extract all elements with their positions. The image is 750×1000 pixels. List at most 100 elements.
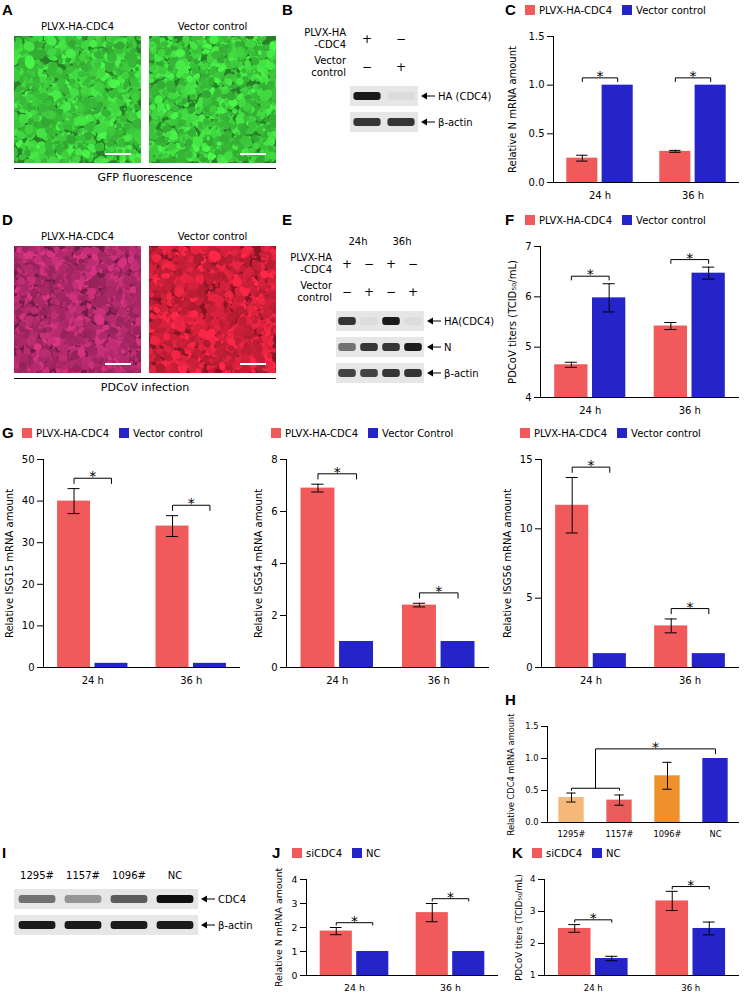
svg-text:24 h: 24 h bbox=[344, 982, 365, 993]
svg-text:1.5: 1.5 bbox=[525, 721, 538, 731]
svg-text:1.0: 1.0 bbox=[525, 753, 538, 763]
svg-text:0: 0 bbox=[28, 662, 34, 673]
svg-text:Relative ISG54 mRNA amount: Relative ISG54 mRNA amount bbox=[253, 489, 264, 638]
svg-text:+: + bbox=[364, 285, 374, 299]
svg-text:0: 0 bbox=[292, 970, 298, 981]
svg-text:4: 4 bbox=[530, 874, 535, 884]
svg-text:1.5: 1.5 bbox=[529, 31, 545, 42]
svg-text:Relative ISG56 mRNA amount: Relative ISG56 mRNA amount bbox=[502, 489, 513, 638]
svg-text:24 h: 24 h bbox=[580, 675, 602, 686]
svg-text:*: * bbox=[652, 739, 659, 755]
svg-text:control: control bbox=[311, 67, 346, 78]
svg-text:24 h: 24 h bbox=[82, 675, 104, 686]
svg-text:1157#: 1157# bbox=[606, 829, 634, 839]
svg-text:*: * bbox=[686, 250, 693, 266]
svg-text:−: − bbox=[396, 32, 406, 46]
svg-text:+: + bbox=[342, 257, 352, 271]
svg-text:-CDC4: -CDC4 bbox=[300, 264, 332, 275]
svg-text:5: 5 bbox=[526, 592, 532, 603]
svg-text:24 h: 24 h bbox=[584, 983, 603, 993]
svg-text:1295#: 1295# bbox=[558, 829, 586, 839]
svg-text:*: * bbox=[588, 457, 595, 473]
svg-text:0.5: 0.5 bbox=[525, 785, 538, 795]
svg-text:40: 40 bbox=[22, 495, 35, 506]
svg-text:+: + bbox=[396, 60, 406, 74]
svg-text:control: control bbox=[297, 292, 332, 303]
svg-text:*: * bbox=[590, 910, 597, 926]
svg-text:−: − bbox=[362, 60, 372, 74]
svg-text:50: 50 bbox=[22, 454, 35, 465]
svg-text:Relative N mRNA amount: Relative N mRNA amount bbox=[273, 868, 284, 988]
svg-text:1096#: 1096# bbox=[112, 870, 146, 881]
svg-text:15: 15 bbox=[520, 454, 533, 465]
svg-text:5: 5 bbox=[525, 341, 531, 352]
svg-text:β-actin: β-actin bbox=[218, 920, 253, 931]
svg-text:NC: NC bbox=[710, 829, 722, 839]
svg-text:10: 10 bbox=[22, 620, 35, 631]
svg-text:−: − bbox=[364, 257, 374, 271]
svg-text:4: 4 bbox=[271, 558, 277, 569]
svg-text:*: * bbox=[687, 877, 694, 893]
svg-text:3: 3 bbox=[292, 898, 298, 909]
svg-text:−: − bbox=[342, 285, 352, 299]
svg-text:36 h: 36 h bbox=[180, 675, 202, 686]
svg-text:PLVX-HA: PLVX-HA bbox=[290, 252, 332, 263]
svg-text:*: * bbox=[188, 495, 195, 511]
svg-text:*: * bbox=[597, 68, 604, 84]
svg-text:*: * bbox=[587, 266, 594, 282]
svg-text:0.0: 0.0 bbox=[525, 817, 538, 827]
svg-text:4: 4 bbox=[292, 874, 298, 885]
svg-text:+: + bbox=[408, 285, 418, 299]
svg-text:*: * bbox=[447, 889, 454, 905]
svg-text:3: 3 bbox=[530, 906, 535, 916]
svg-text:1.0: 1.0 bbox=[529, 79, 545, 90]
svg-text:CDC4: CDC4 bbox=[218, 894, 246, 905]
svg-text:0: 0 bbox=[271, 662, 277, 673]
svg-text:HA(CDC4): HA(CDC4) bbox=[444, 316, 494, 327]
svg-text:Relative CDC4 mRNA amount: Relative CDC4 mRNA amount bbox=[506, 713, 516, 836]
svg-text:24 h: 24 h bbox=[589, 190, 611, 201]
svg-text:+: + bbox=[386, 257, 396, 271]
svg-text:6: 6 bbox=[525, 291, 531, 302]
svg-text:6: 6 bbox=[271, 506, 277, 517]
svg-text:−: − bbox=[408, 257, 418, 271]
svg-text:36 h: 36 h bbox=[440, 982, 461, 993]
svg-text:2: 2 bbox=[530, 938, 535, 948]
svg-text:2: 2 bbox=[271, 610, 277, 621]
svg-text:0.5: 0.5 bbox=[529, 128, 545, 139]
svg-text:36h: 36h bbox=[392, 236, 411, 247]
svg-text:0.0: 0.0 bbox=[529, 177, 545, 188]
svg-text:*: * bbox=[334, 464, 341, 480]
svg-text:1096#: 1096# bbox=[654, 829, 682, 839]
svg-text:β-actin: β-actin bbox=[438, 117, 473, 128]
svg-text:Vector: Vector bbox=[300, 280, 333, 291]
svg-text:36 h: 36 h bbox=[679, 675, 701, 686]
svg-text:36 h: 36 h bbox=[428, 675, 450, 686]
svg-text:Relative N mRNA amount: Relative N mRNA amount bbox=[507, 46, 518, 173]
svg-text:1295#: 1295# bbox=[20, 870, 54, 881]
svg-text:*: * bbox=[690, 68, 697, 84]
svg-text:+: + bbox=[362, 32, 372, 46]
svg-text:*: * bbox=[687, 599, 694, 615]
svg-text:24 h: 24 h bbox=[579, 405, 601, 416]
svg-text:0: 0 bbox=[526, 662, 532, 673]
svg-text:N: N bbox=[444, 342, 451, 353]
svg-text:PDCoV titers (TCID₅₀/mL): PDCoV titers (TCID₅₀/mL) bbox=[507, 260, 518, 384]
svg-text:PLVX-HA: PLVX-HA bbox=[304, 27, 346, 38]
svg-text:2: 2 bbox=[292, 922, 298, 933]
svg-text:8: 8 bbox=[271, 454, 277, 465]
svg-text:NC: NC bbox=[168, 870, 182, 881]
svg-text:−: − bbox=[386, 285, 396, 299]
svg-text:PDCoV titers (TCID₅₀/mL): PDCoV titers (TCID₅₀/mL) bbox=[514, 874, 524, 981]
svg-text:24h: 24h bbox=[348, 236, 367, 247]
svg-text:1157#: 1157# bbox=[66, 870, 100, 881]
svg-text:β-actin: β-actin bbox=[444, 368, 479, 379]
svg-text:4: 4 bbox=[525, 392, 531, 403]
svg-text:36 h: 36 h bbox=[679, 405, 701, 416]
svg-text:-CDC4: -CDC4 bbox=[314, 39, 346, 50]
svg-text:20: 20 bbox=[22, 579, 35, 590]
svg-text:1: 1 bbox=[530, 970, 535, 980]
svg-text:24 h: 24 h bbox=[326, 675, 348, 686]
svg-text:10: 10 bbox=[520, 523, 533, 534]
svg-text:1: 1 bbox=[292, 946, 298, 957]
